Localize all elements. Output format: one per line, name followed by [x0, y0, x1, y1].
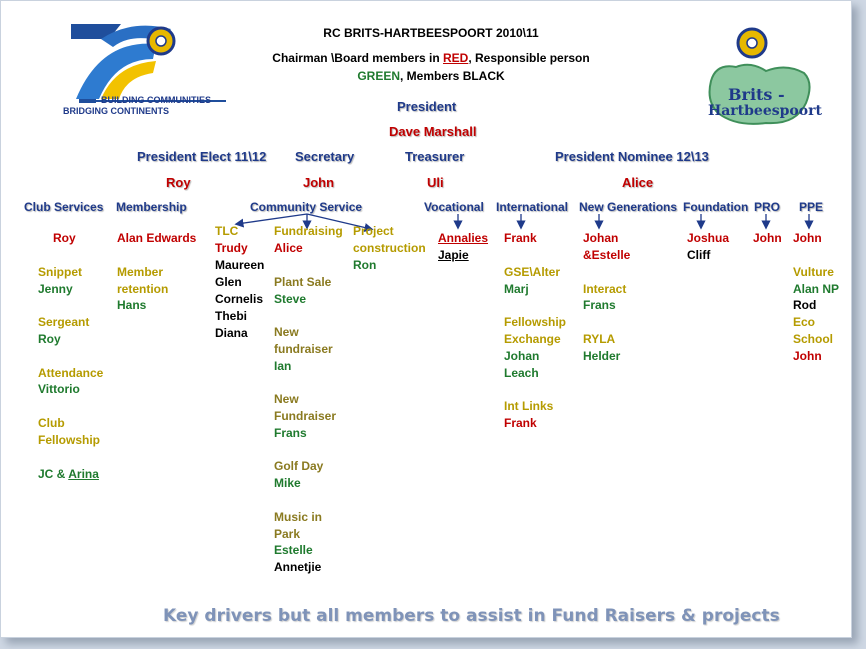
president-elect-label: President Elect 11\12 [137, 149, 267, 164]
col-ppe: PPE [799, 200, 824, 214]
foundation-chair: Joshua [687, 231, 730, 245]
president-label: President [397, 99, 457, 114]
vocational-member: Japie [438, 248, 469, 262]
snippet-name: Jenny [38, 282, 73, 296]
project-label: Project construction [353, 224, 426, 255]
attendance-name: Vittorio [38, 382, 80, 396]
footer-note: Key drivers but all members to assist in… [163, 606, 780, 626]
legend-line-1: Chairman \Board members in RED, Responsi… [221, 51, 641, 65]
rotary-wheel-icon [708, 27, 811, 125]
arrow-down-icon [234, 213, 308, 228]
vulture-name: Alan NP [793, 282, 840, 296]
fundraising-label: Fundraising [274, 224, 343, 238]
club-services-chair: Roy [53, 231, 76, 245]
arrow-down-icon [306, 213, 374, 232]
legend-green: GREEN [357, 69, 400, 83]
fellowship-exchange-label: Fellowship Exchange [504, 315, 567, 346]
col-community-service: Community Service [250, 200, 363, 214]
legend-suffix: , Members BLACK [400, 69, 505, 83]
plant-sale-label: Plant Sale [274, 275, 332, 289]
retention-name: Hans [117, 298, 147, 312]
ppe-chair: John [793, 231, 822, 245]
vulture-member: Rod [793, 298, 817, 312]
interact-name: Frans [583, 298, 616, 312]
fellowship-exchange-name: Johan Leach [504, 349, 540, 380]
fellowship-name-b: Arina [68, 467, 99, 481]
treasurer-name: Uli [427, 175, 444, 190]
fundraising-name: Alice [274, 241, 303, 255]
snippet-label: Snippet [38, 265, 82, 279]
int-links-label: Int Links [504, 399, 554, 413]
new-fundraiser-2-name: Frans [274, 426, 307, 440]
new-fundraiser-1-name: Ian [274, 359, 292, 373]
new-fundraiser-2-label: New Fundraiser [274, 392, 337, 423]
legend-line-2: GREEN, Members BLACK [301, 69, 561, 83]
secretary-label: Secretary [295, 149, 355, 164]
project-name: Ron [353, 258, 377, 272]
music-name: Estelle [274, 543, 313, 557]
ryla-label: RYLA [583, 332, 616, 346]
col-membership: Membership [116, 200, 187, 214]
tlc-label: TLC [215, 224, 239, 238]
gse-label: GSE\Alter [504, 265, 561, 279]
new-fundraiser-1-label: New fundraiser [274, 325, 333, 356]
col-pro: PRO [754, 200, 781, 214]
int-links-name: Frank [504, 416, 537, 430]
president-nominee-label: President Nominee 12\13 [555, 149, 709, 164]
logo-line-1: BUILDING COMMUNITIES [101, 95, 211, 105]
membership-chair: Alan Edwards [117, 231, 197, 245]
president-nominee-name: Alice [622, 175, 654, 190]
arrows-overlay [234, 213, 814, 232]
page-title: RC BRITS-HARTBEESPOORT 2010\11 [323, 26, 539, 40]
music-label: Music in Park [274, 510, 323, 541]
international-chair: Frank [504, 231, 537, 245]
fellowship-label: Club Fellowship [38, 416, 101, 447]
col-foundation: Foundation [683, 200, 749, 214]
retention-label: Member retention [117, 265, 169, 296]
plant-sale-name: Steve [274, 292, 307, 306]
music-member: Annetjie [274, 560, 322, 574]
legend-mid: , Responsible person [468, 51, 590, 65]
legend-red: RED [443, 51, 469, 65]
col-international: International [496, 200, 569, 214]
president-elect-name: Roy [166, 175, 191, 190]
president-name: Dave Marshall [389, 124, 477, 139]
slide: BUILDING COMMUNITIES BRIDGING CONTINENTS… [0, 0, 852, 638]
ryla-name: Helder [583, 349, 621, 363]
eco-school-name: John [793, 349, 822, 363]
golf-day-name: Mike [274, 476, 301, 490]
gse-name: Marj [504, 282, 529, 296]
pro-chair: John [753, 231, 782, 245]
treasurer-label: Treasurer [405, 149, 465, 164]
foundation-member: Cliff [687, 248, 711, 262]
arch-logo-icon [71, 24, 226, 103]
attendance-label: Attendance [38, 366, 104, 380]
secretary-name: John [303, 175, 335, 190]
new-gen-chair: Johan &Estelle [583, 231, 631, 262]
tlc-name: Trudy [215, 241, 248, 255]
logo-line-2: BRIDGING CONTINENTS [63, 106, 170, 116]
sergeant-name: Roy [38, 332, 61, 346]
logo-right-line-2: Hartbeespoort [708, 103, 822, 119]
sergeant-label: Sergeant [38, 315, 90, 329]
logo-right-line-1: Brits - [728, 85, 785, 104]
tlc-members: Maureen Glen Cornelis Thebi Diana [215, 258, 265, 340]
fellowship-name: JC & Arina [38, 449, 99, 483]
golf-day-label: Golf Day [274, 459, 324, 473]
interact-label: Interact [583, 282, 627, 296]
legend-prefix: Chairman \Board members in [272, 51, 443, 65]
col-new-generations: New Generations [579, 200, 678, 214]
col-vocational: Vocational [424, 200, 484, 214]
vulture-label: Vulture [793, 265, 834, 279]
building-communities-logo: BUILDING COMMUNITIES BRIDGING CONTINENTS [61, 19, 231, 124]
vocational-chair: Annalies [438, 231, 489, 245]
col-club-services: Club Services [24, 200, 104, 214]
brits-hartbeespoort-logo: Brits - Hartbeespoort [706, 23, 822, 127]
eco-school-label: Eco School [793, 315, 834, 346]
fellowship-name-a: JC & [38, 467, 69, 481]
